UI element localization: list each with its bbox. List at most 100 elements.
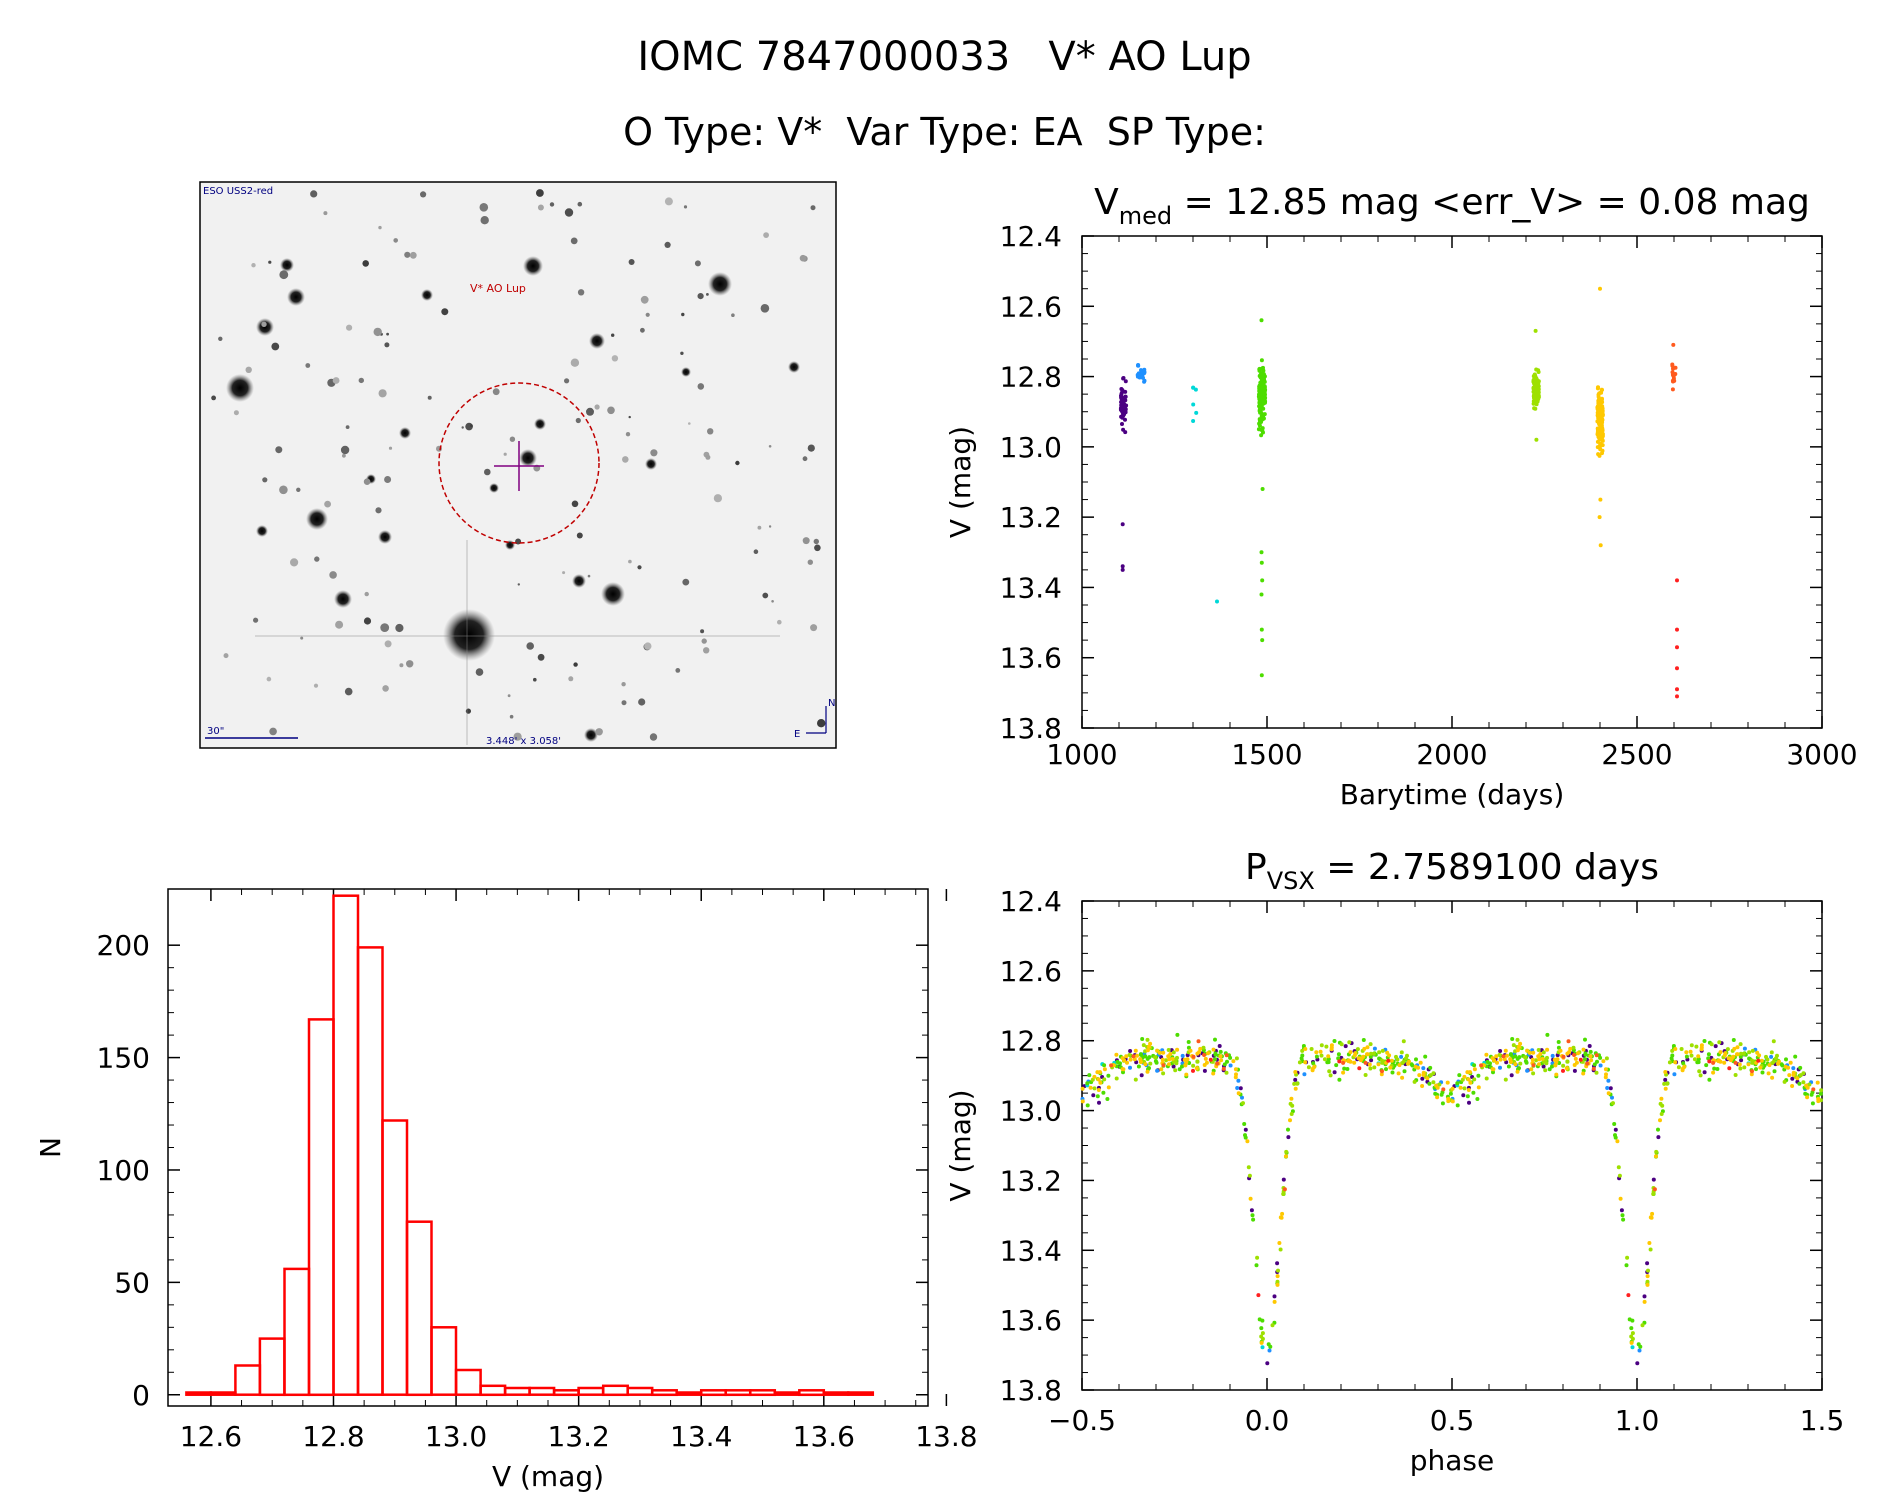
data-point-season6 (1367, 1062, 1372, 1067)
data-point-season6 (1596, 452, 1601, 457)
finder-star (664, 241, 671, 248)
data-point-season4 (1772, 1069, 1777, 1074)
data-point-season5 (1660, 1103, 1665, 1108)
data-point-season4 (1556, 1045, 1561, 1050)
data-point-season5 (1515, 1037, 1520, 1042)
data-point-season5 (1750, 1048, 1755, 1053)
finder-star (564, 208, 574, 217)
x-tick-label: 13.2 (547, 1420, 609, 1453)
data-point-season4 (1154, 1060, 1159, 1065)
finder-star (700, 629, 705, 634)
data-point-season4 (1506, 1064, 1511, 1069)
data-point-season6 (1718, 1059, 1723, 1064)
data-point-season7 (1566, 1039, 1571, 1044)
data-point-season6 (1277, 1241, 1282, 1245)
data-point-season6 (1554, 1060, 1559, 1065)
data-point-season6 (1599, 415, 1604, 420)
data-point-season1 (1713, 1044, 1718, 1049)
data-point-season4 (1261, 368, 1266, 373)
data-point-season4 (1222, 1062, 1227, 1067)
data-point-season5 (1533, 328, 1538, 333)
histogram-bar (209, 1391, 237, 1396)
data-point-season6 (1581, 1071, 1586, 1076)
data-point-season1 (1120, 422, 1124, 426)
data-point-season5 (1324, 1044, 1329, 1049)
data-point-season5 (1774, 1056, 1778, 1061)
data-point-season6 (1492, 1058, 1497, 1063)
data-point-season5 (1798, 1073, 1803, 1078)
data-point-season5 (1571, 1045, 1576, 1050)
data-point-season4 (1465, 1094, 1470, 1099)
data-point-season4 (1260, 638, 1265, 643)
data-point-season1 (1635, 1361, 1640, 1366)
histogram-bar (185, 1391, 213, 1396)
x-axis-label: Barytime (days) (1340, 778, 1565, 811)
data-point-season6 (1816, 1099, 1821, 1104)
y-tick-label: 13.4 (1000, 1234, 1062, 1267)
data-point-season1 (1120, 522, 1125, 527)
data-point-season4 (1147, 1055, 1152, 1060)
data-point-season1 (1420, 1076, 1425, 1081)
data-point-season6 (1124, 1054, 1129, 1059)
data-point-season4 (1423, 1054, 1428, 1059)
data-point-season6 (1581, 1047, 1586, 1052)
data-point-season4 (1085, 1081, 1090, 1086)
data-point-season6 (1284, 1154, 1288, 1159)
finder-star (280, 258, 294, 272)
data-point-season6 (1749, 1072, 1754, 1077)
data-point-season6 (1537, 1057, 1542, 1062)
data-point-season5 (1148, 1061, 1153, 1066)
finder-star (256, 318, 274, 336)
data-point-season7 (1202, 1053, 1207, 1057)
finder-star (323, 211, 328, 216)
data-point-season5 (1819, 1088, 1824, 1093)
finder-star (788, 361, 800, 373)
data-point-season4 (1257, 418, 1262, 423)
finder-star (573, 662, 578, 667)
finder-star (694, 260, 701, 267)
data-point-season6 (1573, 1056, 1578, 1061)
data-point-season6 (1598, 424, 1603, 429)
data-point-season6 (1600, 410, 1605, 415)
data-point-season8 (1561, 1068, 1565, 1073)
data-point-season4 (1707, 1077, 1712, 1082)
data-point-season6 (1531, 1050, 1536, 1055)
data-point-season2 (1605, 1086, 1610, 1090)
finder-star (480, 216, 489, 225)
data-point-season5 (1689, 1053, 1694, 1058)
data-point-season6 (1211, 1047, 1216, 1052)
data-point-season5 (1484, 1076, 1489, 1081)
data-point-season1 (1369, 1058, 1374, 1063)
data-point-season6 (1595, 445, 1600, 450)
histogram-bar (724, 1389, 752, 1397)
data-point-season1 (1498, 1049, 1503, 1053)
finder-star (735, 460, 740, 466)
finder-target-crosshair (494, 441, 544, 491)
data-point-season6 (1735, 1052, 1739, 1057)
data-point-season6 (1597, 421, 1602, 426)
finder-star (421, 289, 433, 301)
data-point-season5 (1782, 1079, 1787, 1084)
data-point-season4 (1257, 423, 1262, 428)
finder-star (509, 714, 514, 719)
finder-star (576, 532, 583, 539)
data-point-season5 (1297, 1060, 1302, 1065)
data-point-season6 (1362, 1046, 1367, 1051)
data-point-season4 (1390, 1070, 1395, 1075)
finder-star (681, 367, 691, 377)
data-point-season2 (1228, 1063, 1233, 1068)
data-point-season3 (1630, 1345, 1635, 1350)
data-point-season5 (1300, 1048, 1305, 1053)
data-point-season5 (1533, 395, 1538, 400)
data-point-season4 (1760, 1070, 1765, 1075)
data-point-season2 (1155, 1068, 1160, 1073)
data-point-season6 (1458, 1085, 1463, 1090)
data-point-season4 (1257, 404, 1262, 409)
data-point-season6 (1529, 1067, 1534, 1072)
data-point-season6 (1737, 1062, 1742, 1067)
finder-star (577, 201, 583, 207)
data-point-season6 (1198, 1046, 1203, 1051)
data-point-season6 (1603, 1067, 1608, 1072)
finder-star (571, 500, 579, 508)
finder-star (443, 609, 495, 661)
